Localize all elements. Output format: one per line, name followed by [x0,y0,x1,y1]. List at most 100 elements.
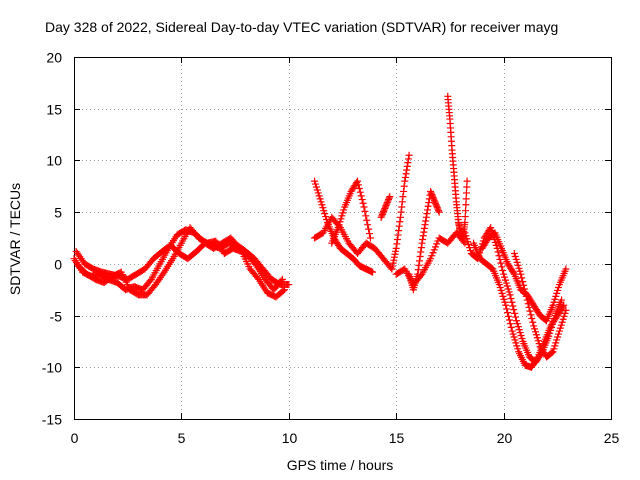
data-point [418,239,426,247]
data-point-interp [550,298,558,306]
data-point [334,224,342,232]
data-point-interp [505,288,513,296]
data-point-interp [533,334,541,342]
data-point-interp [498,263,506,271]
data-point-interp [311,180,319,188]
x-tick-label: 0 [71,430,79,446]
data-point-interp [354,181,362,189]
data-point-interp [392,247,400,255]
data-point-interp [378,212,386,220]
data-point-interp [525,303,533,311]
y-tick-label: 5 [54,205,62,221]
data-point-interp [522,292,530,300]
data-point [463,177,471,185]
data-point-interp [509,330,517,338]
data-point-interp [423,206,431,214]
data-point-interp [462,201,470,209]
data-point-interp [520,285,528,293]
data-point-interp [550,345,558,353]
data-point-interp [502,279,510,287]
y-axis-label: SDTVAR / TECUs [7,183,23,295]
data-point-interp [316,195,324,203]
data-point-interp [428,190,436,198]
data-point-interp [400,182,408,190]
data-point [285,281,293,289]
data-point-interp [313,186,321,194]
data-point-interp [501,273,509,281]
y-tick-label: 10 [46,153,62,169]
data-point-interp [501,276,509,284]
y-tick-label: 0 [54,257,62,273]
data-point [369,268,377,276]
data-point-interp [381,204,389,212]
data-point-interp [398,198,406,206]
data-point-interp [498,289,506,297]
data-point [431,198,439,206]
data-point-interp [431,199,439,207]
data-point-interp [496,255,504,263]
data-point-interp [312,183,320,191]
data-point-interp [339,209,347,217]
data-point-interp [389,259,397,267]
data-point-interp [384,197,392,205]
data-point-interp [551,295,559,303]
data-point-interp [433,240,441,248]
data-point-interp [496,283,504,291]
data-point [510,250,518,258]
series-track-7 [377,193,394,221]
data-point-interp [429,249,437,257]
data-point [381,203,389,211]
data-point-interp [513,320,521,328]
data-point [386,193,394,201]
data-point-interp [509,269,517,277]
data-point-interp [507,323,515,331]
data-point-interp [561,309,569,317]
data-point-interp [500,295,508,303]
data-point-interp [322,213,330,221]
data-marks [70,92,570,371]
data-point-interp [355,185,363,193]
data-point-interp [389,262,397,270]
y-tick-label: 20 [46,50,62,66]
data-point-interp [382,201,390,209]
data-point-interp [559,315,567,323]
data-point-interp [434,205,442,213]
data-point [560,301,568,309]
data-point-interp [425,199,433,207]
data-point-interp [514,323,522,331]
data-point-interp [428,192,436,200]
data-point-interp [420,224,428,232]
data-point-interp [396,218,404,226]
data-point-interp [535,340,543,348]
data-point [396,213,404,221]
data-point-interp [553,336,561,344]
data-point-interp [395,227,403,235]
data-point-interp [516,329,524,337]
data-point-interp [511,252,519,260]
data-point-interp [403,166,411,174]
data-point-interp [403,162,411,170]
data-point-interp [394,231,402,239]
series-track-14 [478,229,570,325]
data-point-interp [378,210,386,218]
data-point-interp [397,208,405,216]
data-point-interp [379,209,387,217]
data-point-interp [363,216,371,224]
series-track-4 [311,177,377,276]
data-point-interp [504,285,512,293]
data-point-interp [505,312,513,320]
data-point-interp [513,258,521,266]
data-point-interp [559,303,567,311]
data-point-interp [527,311,535,319]
data-point-interp [520,281,528,289]
data-point-interp [430,246,438,254]
data-point-interp [380,207,388,215]
data-point-interp [518,334,526,342]
data-point-interp [430,196,438,204]
data-point-interp [398,203,406,211]
data-point-interp [465,241,473,249]
data-point-interp [385,194,393,202]
data-point-interp [529,318,537,326]
data-point-interp [464,238,472,246]
